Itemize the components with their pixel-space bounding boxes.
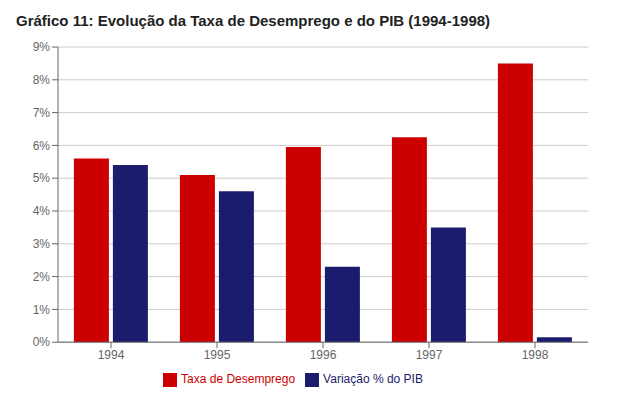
svg-text:0%: 0%	[33, 335, 51, 349]
svg-text:5%: 5%	[33, 171, 51, 185]
svg-text:3%: 3%	[33, 237, 51, 251]
html-text:Taxa de Desemprego: Taxa de Desemprego	[181, 372, 296, 387]
svg-text:7%: 7%	[33, 106, 51, 120]
html-text:Variação % do PIB: Variação % do PIB	[323, 372, 423, 387]
svg-text:4%: 4%	[33, 204, 51, 218]
svg-text:1995: 1995	[204, 348, 231, 362]
svg-text:1%: 1%	[33, 303, 51, 317]
svg-text:2%: 2%	[33, 270, 51, 284]
svg-text:1996: 1996	[310, 348, 337, 362]
svg-text:1998: 1998	[522, 348, 549, 362]
svg-text:9%: 9%	[33, 40, 51, 54]
svg-text:1997: 1997	[416, 348, 443, 362]
html-text:Gráfico 11: Evolução da Taxa d: Gráfico 11: Evolução da Taxa de Desempre…	[16, 12, 491, 29]
svg-text:8%: 8%	[33, 73, 51, 87]
svg-text:1994: 1994	[98, 348, 125, 362]
svg-text:6%: 6%	[33, 139, 51, 153]
